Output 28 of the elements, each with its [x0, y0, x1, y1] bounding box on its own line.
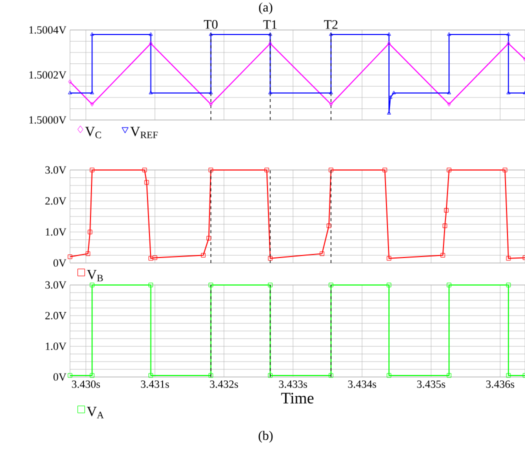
y-tick-label: 1.0V: [46, 342, 66, 350]
legend-label: V$_{A}$: [86, 406, 104, 418]
ref-line-label: T1: [263, 20, 277, 29]
y-tick-label: 0V: [54, 259, 66, 267]
legend-label: V$_{REF}$: [130, 126, 158, 138]
x-tick-label: 3.433s: [279, 380, 308, 388]
text: (a): [259, 2, 272, 14]
y-tick-label: 1.0V: [46, 228, 66, 236]
x-tick-label: 3.431s: [141, 380, 169, 388]
y-tick-label: 2.0V: [45, 197, 66, 205]
x-tick-label: 3.430s: [72, 380, 100, 388]
x-tick-label: 3.436s: [486, 380, 514, 388]
x-axis-title: Time: [281, 392, 314, 404]
y-tick-label: 1.5002V: [29, 71, 66, 79]
legend-label: V$_{C}$: [85, 126, 102, 138]
y-tick-label: 1.5000V: [29, 116, 66, 124]
y-tick-label: 2.0V: [45, 312, 66, 320]
x-tick-label: 3.435s: [417, 380, 446, 388]
x-tick-label: 3.434s: [348, 380, 376, 388]
y-tick-label: 3.0V: [45, 166, 66, 174]
y-tick-label: 0V: [54, 373, 66, 381]
ref-line-label: T2: [324, 20, 338, 29]
y-tick-label: 1.5004V: [29, 26, 66, 34]
x-tick-label: 3.432s: [210, 380, 238, 388]
y-tick-label: 3.0V: [45, 281, 66, 289]
legend-label: V$_{B}$: [86, 270, 103, 282]
text: (b): [258, 430, 273, 443]
ref-line-label: T0: [204, 20, 218, 29]
